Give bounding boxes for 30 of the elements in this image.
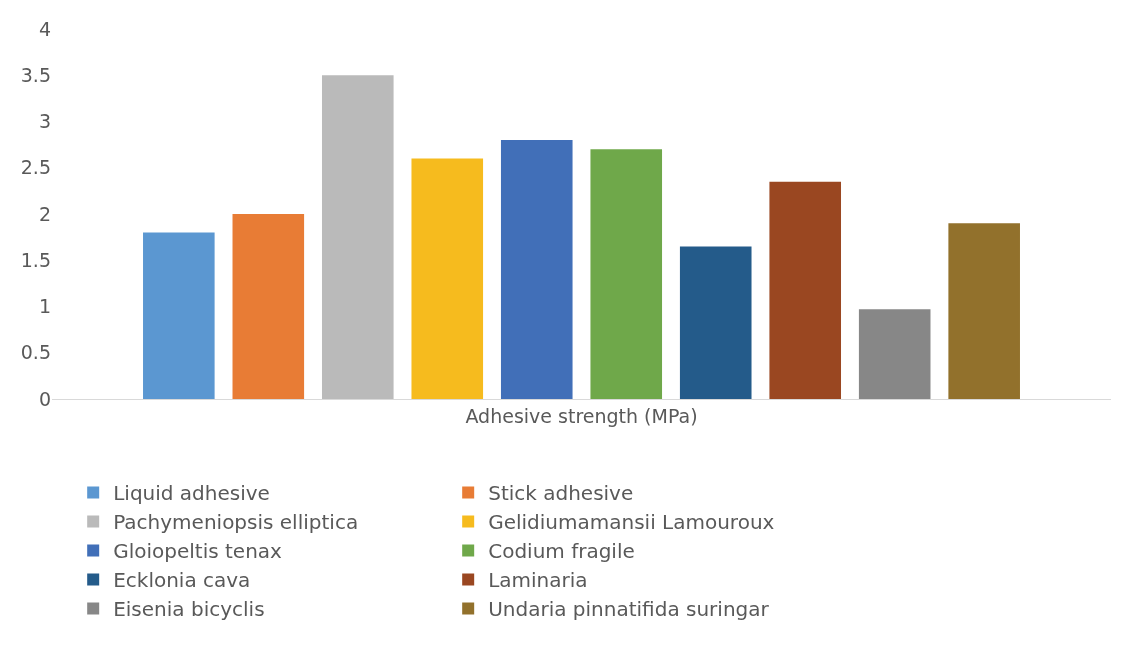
bar (143, 232, 215, 399)
bar (411, 158, 484, 399)
legend-label: Undaria pinnatifida suringar (488, 597, 770, 622)
y-tick-label: 1.5 (20, 248, 51, 271)
legend-label: Codium fragile (488, 539, 635, 564)
bar (948, 223, 1020, 399)
y-tick-label: 2 (38, 202, 51, 225)
bar (858, 309, 931, 399)
legend-label: Gloiopeltis tenax (113, 539, 283, 564)
legend-label: Liquid adhesive (113, 481, 270, 506)
y-tick-label: 1 (38, 295, 51, 318)
legend-label: Laminaria (488, 568, 588, 593)
bar (321, 75, 394, 399)
bar (679, 246, 752, 399)
legend-label: Gelidiumamansii Lamouroux (488, 510, 775, 535)
bar (590, 149, 663, 399)
bar (769, 181, 842, 399)
y-tick-label: 0 (38, 387, 51, 410)
legend-label: Ecklonia cava (113, 568, 251, 593)
legend-label: Pachymeniopsis elliptica (113, 510, 359, 535)
legend-label: Stick adhesive (488, 481, 634, 506)
y-tick-label: 2.5 (20, 156, 51, 179)
y-tick-label: 4 (38, 17, 51, 40)
bar (500, 140, 573, 399)
y-tick-label: 0.5 (20, 341, 51, 364)
bar (232, 214, 305, 399)
y-tick-label: 3 (38, 110, 51, 133)
legend-label: Eisenia bicyclis (113, 597, 265, 622)
x-tick-label: Adhesive strength (MPa) (465, 404, 698, 427)
y-tick-label: 3.5 (20, 63, 51, 86)
